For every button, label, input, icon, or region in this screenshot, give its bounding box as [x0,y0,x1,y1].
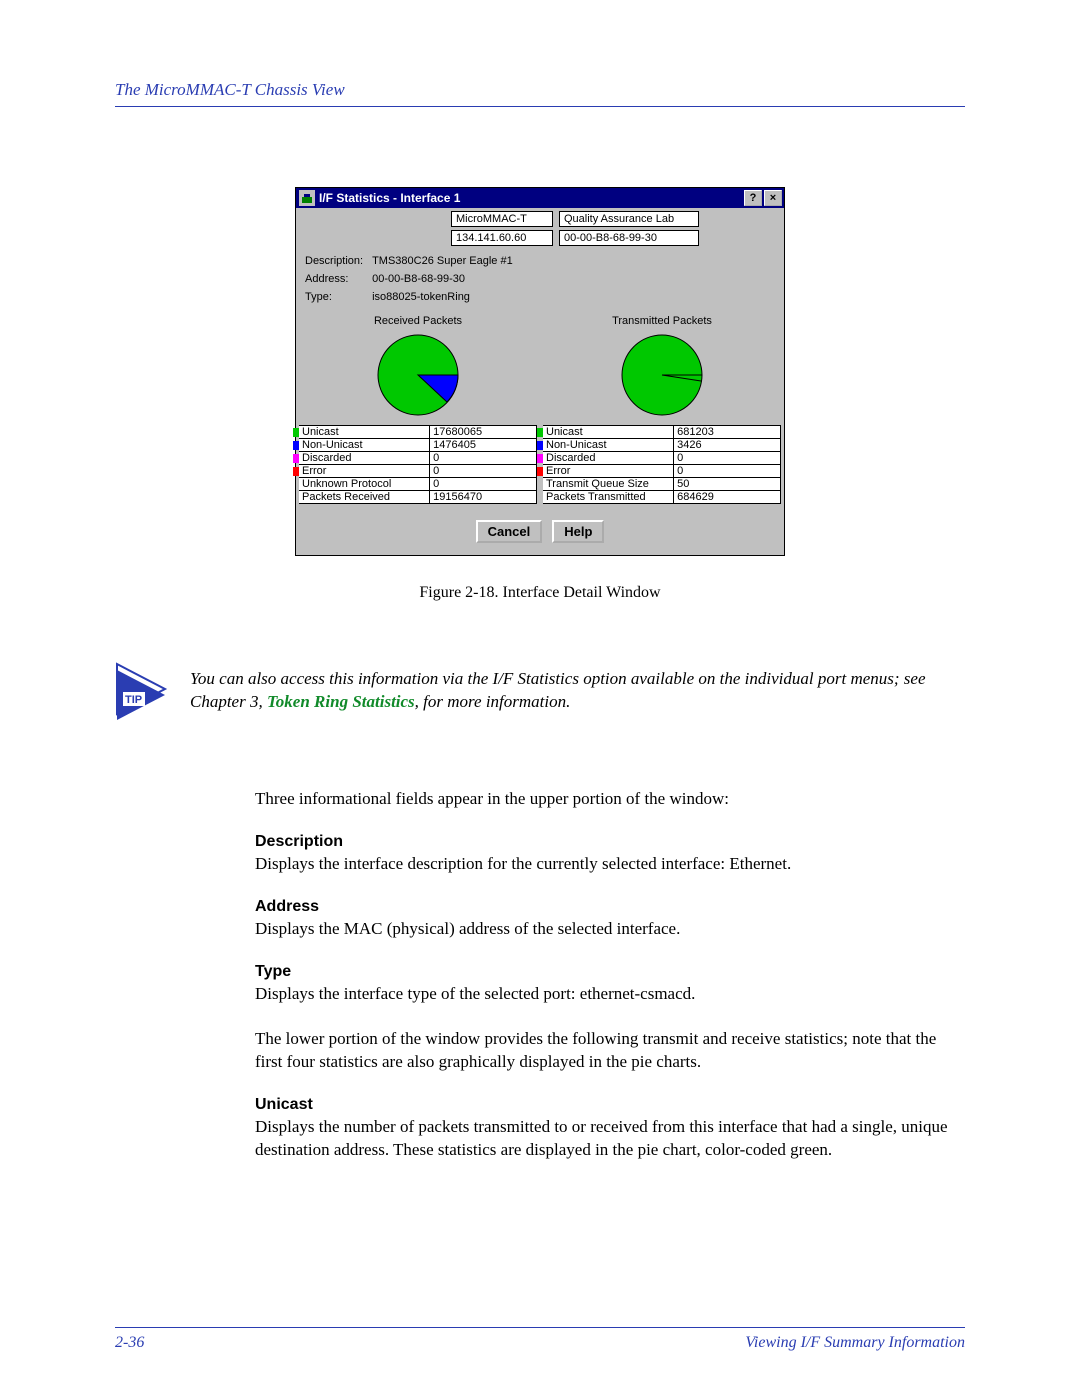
type-heading: Type [255,963,965,981]
table-row: Unknown Protocol0 [299,478,537,491]
unicast-heading: Unicast [255,1096,965,1114]
help-button[interactable]: Help [552,520,604,543]
app-icon [299,190,315,206]
type-label: Type: [304,289,369,305]
stat-value: 0 [430,478,537,491]
table-row: Unicast17680065 [299,426,537,439]
color-swatch-icon [537,441,543,450]
unicast-text: Displays the number of packets transmitt… [255,1116,965,1162]
stat-label: Discarded [543,452,674,465]
stat-value: 0 [430,452,537,465]
stat-value: 681203 [674,426,781,439]
stat-value: 0 [674,452,781,465]
transmitted-column: Transmitted Packets Unicast681203Non-Uni… [543,313,781,504]
tip-post: , for more information. [415,692,571,711]
color-swatch-icon [537,467,543,476]
table-row: Error0 [299,465,537,478]
table-row: Non-Unicast1476405 [299,439,537,452]
table-row: Discarded0 [543,452,781,465]
stat-label: Unknown Protocol [299,478,430,491]
stat-value: 17680065 [430,426,537,439]
color-swatch-icon [293,467,299,476]
table-row: Unicast681203 [543,426,781,439]
table-row: Non-Unicast3426 [543,439,781,452]
stat-label: Error [543,465,674,478]
received-header: Received Packets [299,313,537,331]
lower-text: The lower portion of the window provides… [255,1028,965,1074]
stat-label: Packets Transmitted [543,491,674,504]
stat-value: 0 [430,465,537,478]
info-row: MicroMMAC-T Quality Assurance Lab [296,208,784,227]
address-text: Displays the MAC (physical) address of t… [255,918,965,941]
desc-label: Description: [304,253,369,269]
table-row: Transmit Queue Size50 [543,478,781,491]
transmitted-table: Unicast681203Non-Unicast3426Discarded0Er… [543,425,781,504]
intro-text: Three informational fields appear in the… [255,788,965,811]
stat-value: 684629 [674,491,781,504]
page-footer: 2-36 Viewing I/F Summary Information [115,1327,965,1352]
lab-box: Quality Assurance Lab [559,211,699,227]
close-button[interactable]: × [764,190,782,206]
stat-value: 1476405 [430,439,537,452]
description-heading: Description [255,833,965,851]
dialog-buttons: Cancel Help [296,510,784,555]
color-swatch-icon [293,441,299,450]
cancel-button[interactable]: Cancel [476,520,543,543]
stat-label: Error [299,465,430,478]
type-text: Displays the interface type of the selec… [255,983,965,1006]
stat-label: Transmit Queue Size [543,478,674,491]
stat-value: 3426 [674,439,781,452]
svg-text:TIP: TIP [125,694,142,706]
figure-caption: Figure 2-18. Interface Detail Window [115,584,965,602]
header-rule [115,106,965,107]
address-heading: Address [255,898,965,916]
color-swatch-icon [293,454,299,463]
received-column: Received Packets Unicast17680065Non-Unic… [299,313,537,504]
type-value: iso88025-tokenRing [371,289,514,305]
stat-value: 0 [674,465,781,478]
info-row-2: 134.141.60.60 00-00-B8-68-99-30 [296,227,784,246]
stat-value: 50 [674,478,781,491]
stat-label: Packets Received [299,491,430,504]
received-pie [299,331,537,425]
dialog-title: I/F Statistics - Interface 1 [319,191,742,205]
received-table: Unicast17680065Non-Unicast1476405Discard… [299,425,537,504]
help-titlebar-button[interactable]: ? [744,190,762,206]
mac-box: 00-00-B8-68-99-30 [559,230,699,246]
table-row: Packets Received19156470 [299,491,537,504]
table-row: Discarded0 [299,452,537,465]
stat-label: Non-Unicast [543,439,674,452]
addr-label: Address: [304,271,369,287]
titlebar: I/F Statistics - Interface 1 ? × [296,188,784,208]
footer-section: Viewing I/F Summary Information [745,1334,965,1352]
ip-box: 134.141.60.60 [451,230,553,246]
info-labels: Description:TMS380C26 Super Eagle #1 Add… [296,246,784,313]
table-row: Packets Transmitted684629 [543,491,781,504]
transmitted-header: Transmitted Packets [543,313,781,331]
tip-block: TIP You can also access this information… [115,662,965,733]
stat-label: Discarded [299,452,430,465]
page-header: The MicroMMAC-T Chassis View [115,80,965,100]
page-number: 2-36 [115,1334,144,1352]
color-swatch-icon [537,428,543,437]
color-swatch-icon [537,454,543,463]
color-swatch-icon [293,428,299,437]
stats-area: Received Packets Unicast17680065Non-Unic… [296,313,784,510]
tip-text: You can also access this information via… [190,662,965,714]
footer-rule [115,1327,965,1328]
tip-link[interactable]: Token Ring Statistics [267,692,415,711]
tip-icon: TIP [115,662,175,733]
description-text: Displays the interface description for t… [255,853,965,876]
device-name-box: MicroMMAC-T [451,211,553,227]
stat-label: Unicast [543,426,674,439]
if-statistics-dialog: I/F Statistics - Interface 1 ? × MicroMM… [295,187,785,556]
stat-value: 19156470 [430,491,537,504]
stat-label: Unicast [299,426,430,439]
table-row: Error0 [543,465,781,478]
desc-value: TMS380C26 Super Eagle #1 [371,253,514,269]
addr-value: 00-00-B8-68-99-30 [371,271,514,287]
transmitted-pie [543,331,781,425]
stat-label: Non-Unicast [299,439,430,452]
